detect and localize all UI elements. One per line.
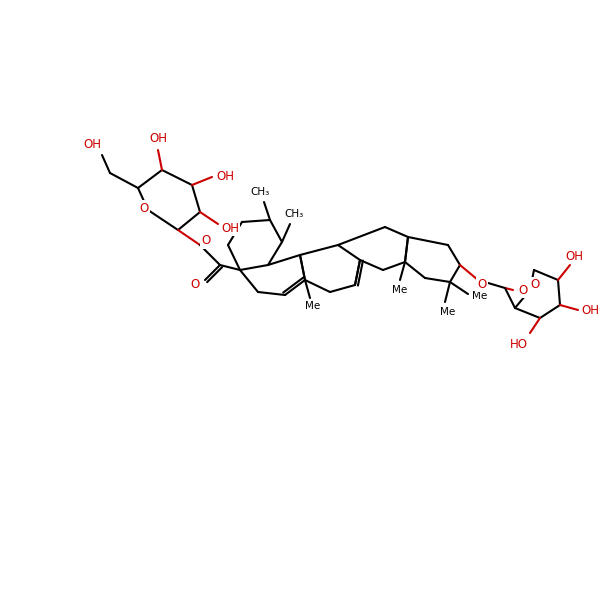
Text: O: O <box>190 277 200 290</box>
Text: O: O <box>478 277 487 290</box>
Text: OH: OH <box>216 169 234 182</box>
Text: Me: Me <box>305 301 320 311</box>
Text: HO: HO <box>510 337 528 350</box>
Text: Me: Me <box>392 285 407 295</box>
Text: OH: OH <box>221 221 239 235</box>
Text: OH: OH <box>565 250 583 263</box>
Text: OH: OH <box>83 139 101 151</box>
Text: CH₃: CH₃ <box>250 187 269 197</box>
Text: Me: Me <box>440 307 455 317</box>
Text: OH: OH <box>149 131 167 145</box>
Text: O: O <box>530 278 539 292</box>
Text: O: O <box>518 283 527 296</box>
Text: O: O <box>202 235 211 247</box>
Text: O: O <box>139 202 149 214</box>
Text: Me: Me <box>472 291 488 301</box>
Text: CH₃: CH₃ <box>284 209 304 219</box>
Text: OH: OH <box>581 304 599 317</box>
